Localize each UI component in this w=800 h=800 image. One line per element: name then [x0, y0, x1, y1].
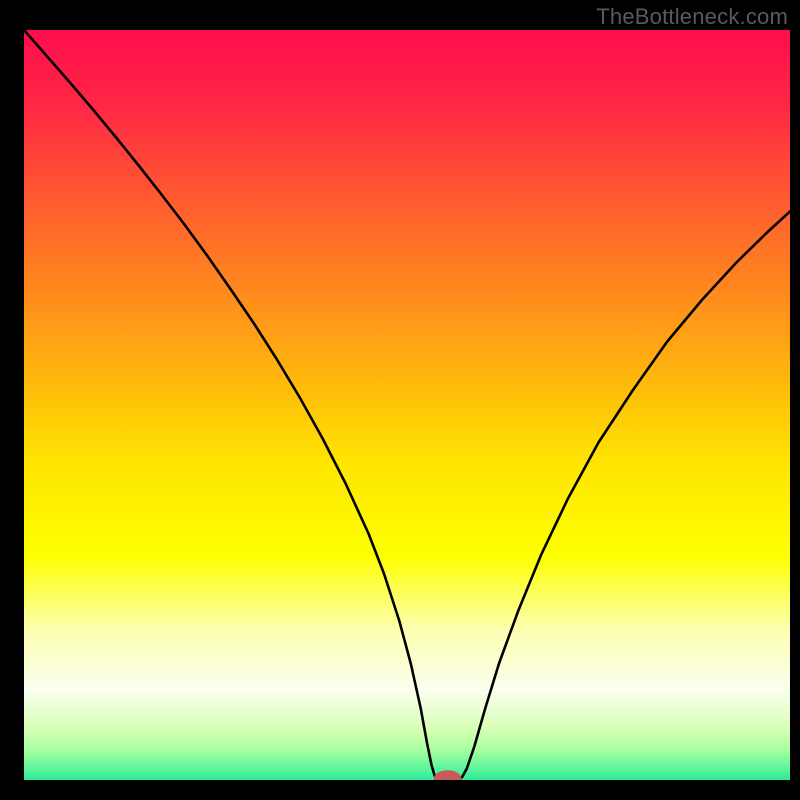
chart-svg	[24, 30, 790, 780]
plot-area	[24, 30, 790, 780]
watermark-text: TheBottleneck.com	[596, 4, 788, 30]
gradient-background	[24, 30, 790, 780]
